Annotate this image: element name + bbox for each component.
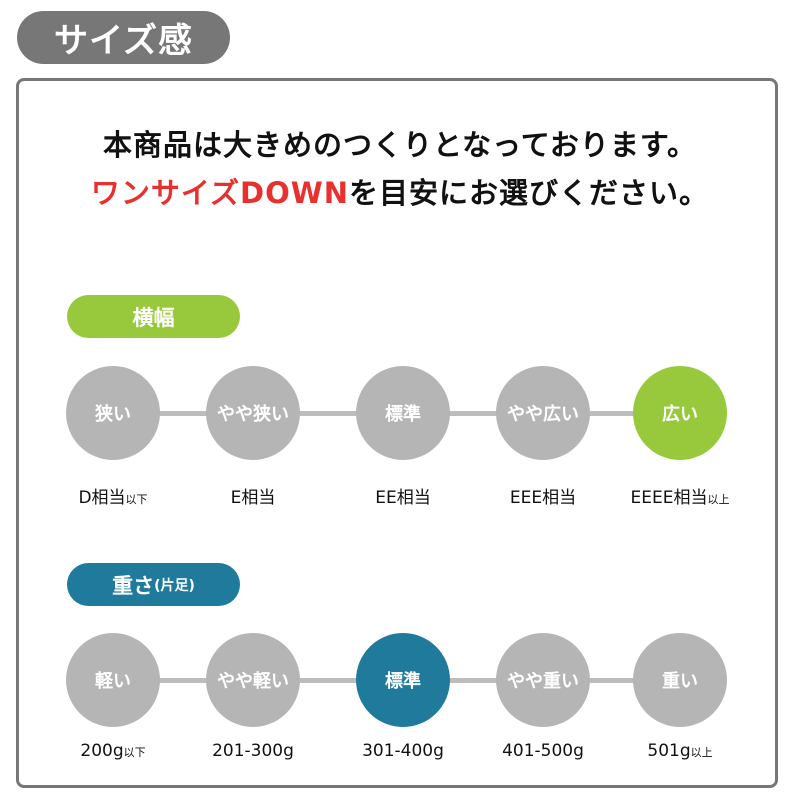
width-label: 横幅 — [67, 295, 240, 338]
width-level-2: 標準 — [356, 366, 450, 460]
notice-highlight: ワンサイズDOWN — [90, 176, 350, 210]
width-range-4: EEEE相当以上 — [630, 488, 730, 508]
section-title: サイズ感 — [17, 11, 230, 64]
weight-range-0: 200g以下 — [80, 741, 146, 761]
width-level-1: やや狭い — [206, 366, 300, 460]
width-level-3: やや広い — [496, 366, 590, 460]
weight-range-1: 201-300g — [212, 741, 294, 761]
weight-label: 重さ (片足) — [67, 563, 240, 606]
width-range-0: D相当以下 — [78, 488, 148, 508]
weight-range-2: 301-400g — [362, 741, 444, 761]
width-level-4: 広い — [633, 366, 727, 460]
weight-level-1: やや軽い — [206, 633, 300, 727]
width-range-3: EEE相当 — [509, 488, 577, 508]
notice-rest: を目安にお選びください。 — [349, 176, 710, 210]
width-level-0: 狭い — [66, 366, 160, 460]
notice-line2: ワンサイズDOWNを目安にお選びください。 — [0, 170, 800, 212]
weight-level-2: 標準 — [356, 633, 450, 727]
width-range-2: EE相当 — [375, 488, 431, 508]
width-range-1: E相当 — [230, 488, 276, 508]
weight-level-4: 重い — [633, 633, 727, 727]
size-panel — [16, 78, 778, 788]
weight-range-3: 401-500g — [502, 741, 584, 761]
weight-level-0: 軽い — [66, 633, 160, 727]
weight-level-3: やや重い — [496, 633, 590, 727]
weight-range-4: 501g以上 — [647, 741, 713, 761]
notice-line1: 本商品は大きめのつくりとなっております。 — [103, 128, 697, 162]
